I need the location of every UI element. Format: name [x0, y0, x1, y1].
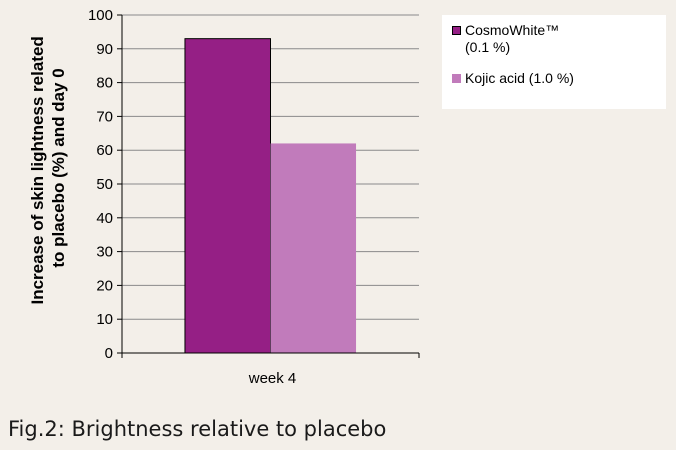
y-axis-label: Increase of skin lightness related to pl…	[28, 31, 68, 304]
legend-swatch-cosmowhite	[452, 26, 461, 35]
y-tick-label-60: 60	[96, 142, 113, 159]
legend-label-kojic-acid: Kojic acid (1.0 %)	[465, 70, 574, 86]
y-tick-label-50: 50	[96, 176, 113, 193]
bar-series-1-cat-0	[270, 143, 357, 353]
y-tick-label-30: 30	[96, 244, 113, 261]
y-tick-label-0: 0	[105, 345, 113, 362]
y-tick-label-80: 80	[96, 75, 113, 92]
y-tick-label-90: 90	[96, 41, 113, 58]
legend-item-cosmowhite: CosmoWhite™ (0.1 %)	[452, 22, 656, 56]
legend: CosmoWhite™ (0.1 %) Kojic acid (1.0 %)	[442, 15, 666, 109]
y-tick-label-100: 100	[88, 7, 113, 24]
y-tick-label-70: 70	[96, 108, 113, 125]
bar-chart: 0 10 20 30 40 50 60 70 80 90 100 week 4 Increase o…	[28, 7, 420, 387]
bar-series-0-cat-0	[184, 38, 272, 354]
x-tick-label-0: week 4	[248, 370, 297, 387]
legend-item-kojic-acid: Kojic acid (1.0 %)	[452, 70, 656, 87]
axes	[121, 15, 419, 354]
y-tick-label-20: 20	[96, 277, 113, 294]
bars	[184, 38, 357, 354]
legend-swatch-kojic-acid	[452, 74, 461, 83]
y-tick-label-40: 40	[96, 210, 113, 227]
y-tick-label-10: 10	[96, 311, 113, 328]
x-axis-ticks: week 4	[121, 353, 420, 387]
figure-caption: Fig.2: Brightness relative to placebo	[8, 417, 387, 441]
legend-label-cosmowhite: CosmoWhite™ (0.1 %)	[465, 22, 560, 55]
y-axis-ticks: 0 10 20 30 40 50 60 70 80 90 100	[88, 7, 122, 362]
